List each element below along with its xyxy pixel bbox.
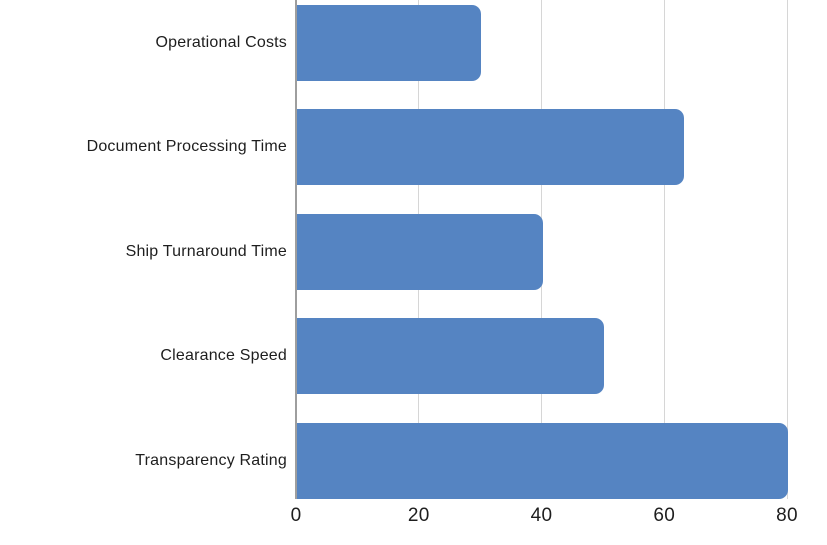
x-tick-label: 0 <box>290 505 302 526</box>
bar <box>297 109 684 186</box>
x-tick-label: 80 <box>776 505 798 526</box>
x-tick-label: 20 <box>407 505 430 526</box>
category-label: Clearance Speed <box>160 347 287 365</box>
bar <box>297 213 543 290</box>
category-label: Ship Turnaround Time <box>125 242 287 260</box>
category-label: Transparency Rating <box>135 451 287 469</box>
gridline <box>786 0 788 499</box>
gridline <box>663 0 665 499</box>
plot-area <box>295 0 788 499</box>
category-label: Document Processing Time <box>86 138 287 156</box>
x-tick-label: 40 <box>530 505 553 526</box>
bar <box>297 4 482 81</box>
bar <box>297 318 604 395</box>
y-axis-line <box>295 0 297 499</box>
x-tick-label: 60 <box>653 505 676 526</box>
bar <box>297 422 788 499</box>
category-label: Operational Costs <box>155 33 287 51</box>
